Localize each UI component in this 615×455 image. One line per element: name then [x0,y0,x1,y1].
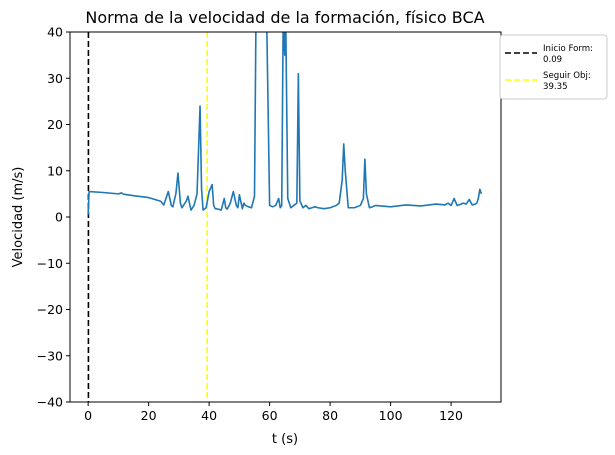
y-axis: −40 −30 −20 −10 0 10 20 30 40 [37,25,70,410]
y-tick-label: 40 [47,25,63,40]
legend: Inicio Form: 0.09 Seguir Obj: 39.35 [499,34,608,100]
legend-label-inicio-line1: Inicio Form: [543,44,593,54]
x-tick-label: 20 [141,408,157,423]
x-tick-label: 40 [201,408,217,423]
legend-box [499,34,608,100]
x-tick-label: 120 [439,408,463,423]
x-tick-label: 80 [322,408,338,423]
x-tick-label: 100 [379,408,403,423]
y-tick-label: −30 [37,348,63,363]
velocity-series-line [87,32,483,215]
x-tick-label: 0 [84,408,92,423]
legend-label-seguir-line1: Seguir Obj: [543,71,591,81]
legend-label-inicio-line2: 0.09 [543,55,562,65]
plot-frame [69,31,502,403]
x-tick-label: 60 [262,408,278,423]
chart-title: Norma de la velocidad de la formación, f… [85,8,484,27]
x-axis-label: t (s) [272,432,298,447]
y-axis-label: Velocidad (m/s) [11,167,26,268]
series-layer [87,32,483,215]
y-tick-label: −10 [37,256,63,271]
y-tick-label: −20 [37,302,63,317]
y-tick-label: −40 [37,395,63,410]
x-axis: 0 20 40 60 80 100 120 [84,402,463,423]
y-tick-label: 10 [47,163,63,178]
y-tick-label: 20 [47,117,63,132]
legend-label-seguir-line2: 39.35 [543,82,568,92]
reference-lines [87,32,208,402]
y-tick-label: 0 [55,210,63,225]
y-tick-label: 30 [47,71,63,86]
